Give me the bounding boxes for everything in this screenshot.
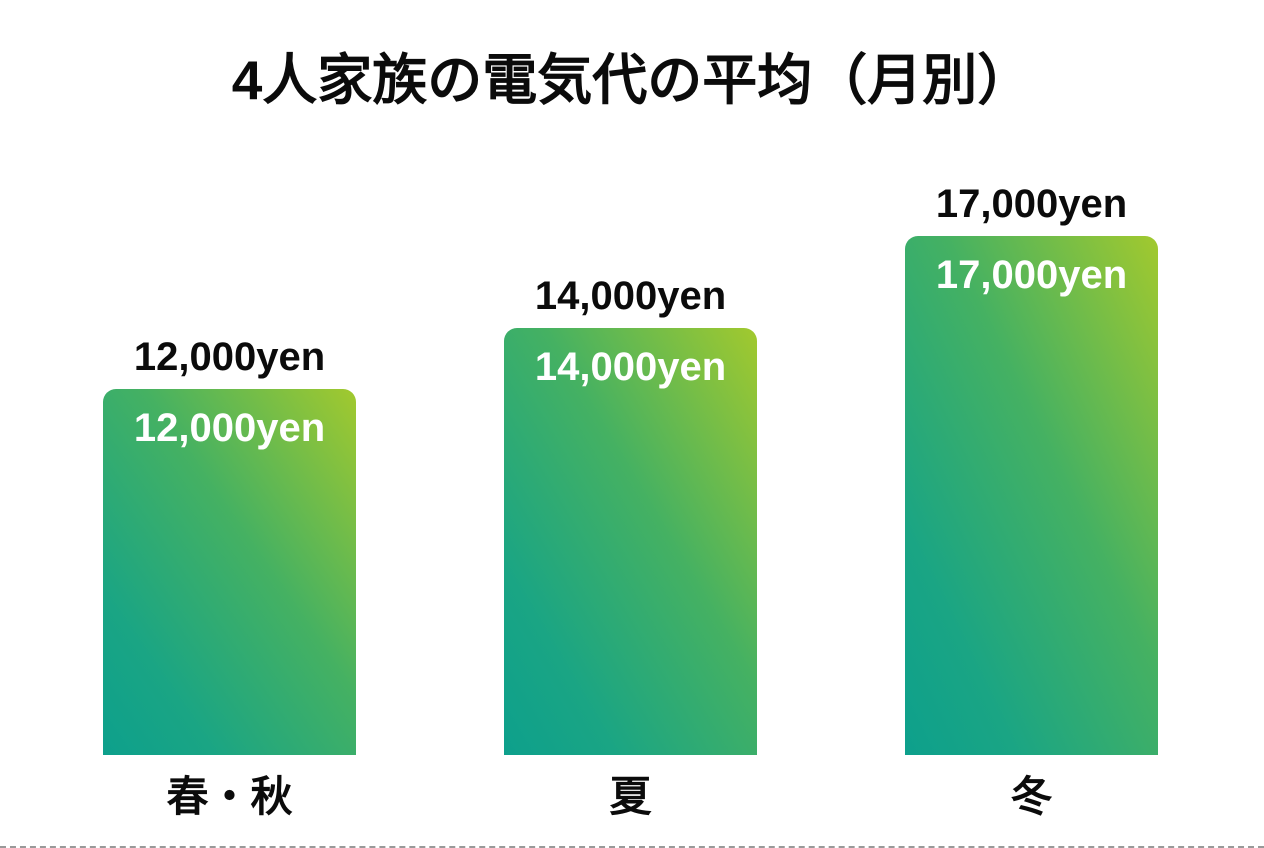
category-label-summer: 夏: [609, 773, 652, 820]
bar-value-label-above-winter: 17,000yen: [935, 182, 1128, 226]
bar-value-label-inside-summer: 14,000yen: [534, 345, 727, 389]
bar-column-summer: 14,000yen 14,000yen 夏: [504, 274, 757, 819]
bar-value-label-above-spring-autumn: 12,000yen: [133, 335, 326, 379]
bar-column-spring-autumn: 12,000yen 12,000yen 春・秋: [103, 335, 356, 819]
category-label-winter: 冬: [1010, 773, 1053, 820]
bar-spring-autumn: 12,000yen: [103, 389, 356, 755]
category-label-spring-autumn: 春・秋: [166, 773, 293, 820]
bar-winter: 17,000yen: [905, 236, 1158, 755]
bar-value-label-inside-winter: 17,000yen: [935, 253, 1128, 297]
chart-title: 4人家族の電気代の平均（月別）: [231, 49, 1033, 111]
bar-value-label-inside-spring-autumn: 12,000yen: [133, 406, 326, 450]
bar-summer: 14,000yen: [504, 328, 757, 755]
bar-value-label-above-summer: 14,000yen: [534, 274, 727, 318]
bar-column-winter: 17,000yen 17,000yen 冬: [905, 182, 1158, 819]
